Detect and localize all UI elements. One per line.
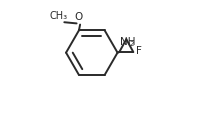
Text: NH: NH <box>120 37 135 47</box>
Text: O: O <box>74 12 83 22</box>
Text: 2: 2 <box>129 41 133 48</box>
Text: F: F <box>135 46 141 57</box>
Text: CH₃: CH₃ <box>49 11 67 21</box>
